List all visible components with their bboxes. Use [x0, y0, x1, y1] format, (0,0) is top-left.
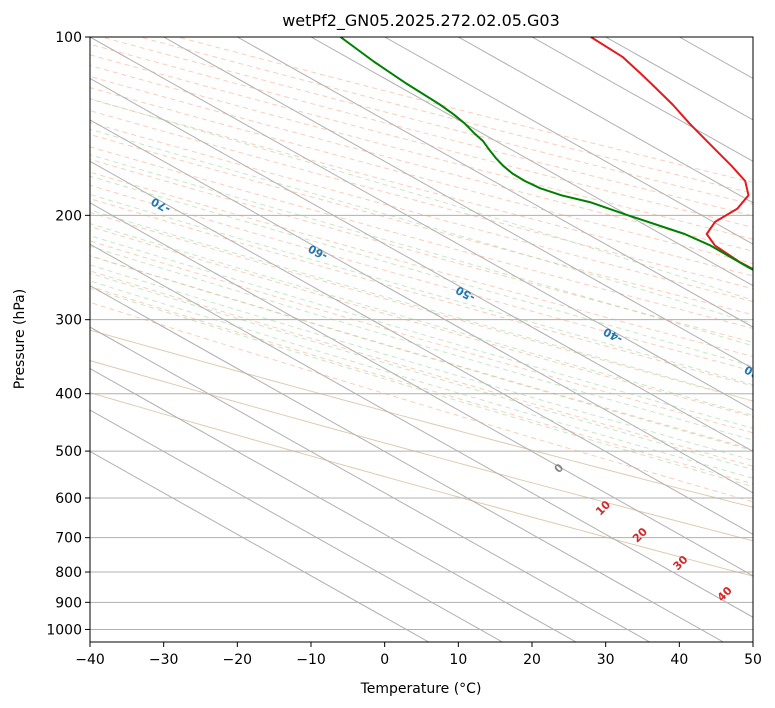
isotherm-line — [90, 37, 753, 411]
isotherm-line — [531, 37, 753, 162]
grid-lines — [90, 37, 753, 642]
isotherm-line — [237, 37, 753, 328]
moist-adiabat — [90, 272, 753, 471]
dry-adiabat — [90, 171, 753, 358]
moist-adiabat — [90, 175, 753, 367]
moist-adiabat — [90, 235, 753, 429]
y-tick-label: 700 — [55, 531, 82, 547]
y-axis-title: Pressure (hPa) — [12, 289, 28, 389]
axes: −40 −30 −20 −10 0 10 20 30 40 50 1000 900 800 700 600 5… — [46, 30, 762, 668]
y-tick-label: 900 — [55, 595, 82, 611]
isotherm-line — [90, 367, 577, 642]
isotherm-line — [90, 243, 753, 618]
temperature-profile-line — [590, 37, 753, 271]
y-tick-label: 800 — [55, 565, 82, 581]
y-tick-label: 500 — [55, 444, 82, 460]
x-tick-label: 10 — [449, 652, 467, 668]
moist-adiabat — [90, 223, 753, 417]
moist-adiabat — [90, 193, 753, 386]
y-tick-label: 400 — [55, 387, 82, 403]
moist-adiabat — [90, 255, 753, 452]
x-axis-title: Temperature (°C) — [360, 681, 482, 697]
dry-adiabat — [90, 211, 753, 402]
isotherm-line — [90, 285, 724, 642]
x-tick-label: −40 — [75, 652, 105, 668]
x-tick-label: 40 — [670, 652, 688, 668]
dry-adiabat — [90, 240, 753, 434]
x-tick-label: 0 — [380, 652, 389, 668]
x-tick-label: −20 — [223, 652, 253, 668]
y-tick-label: 1000 — [46, 622, 82, 638]
chart-title: wetPf2_GN05.2025.272.02.05.G03 — [282, 11, 560, 31]
x-tick-label: −10 — [296, 652, 326, 668]
isotherm-line — [90, 326, 650, 642]
isotherm-label: -30 — [742, 362, 766, 383]
moist-adiabat — [90, 245, 753, 441]
x-tick-label: 20 — [523, 652, 541, 668]
dry-adiabat — [90, 198, 753, 387]
reference-curve — [90, 392, 753, 577]
reference-curve — [90, 329, 753, 508]
y-tick-label: 600 — [55, 491, 82, 507]
isotherm-line — [458, 37, 753, 204]
isotherm-line — [384, 37, 753, 245]
y-tick-label: 200 — [55, 208, 82, 224]
moist-adiabat — [90, 264, 753, 461]
x-tick-label: 30 — [597, 652, 615, 668]
isotherm-line — [310, 37, 753, 287]
isotherm-line — [90, 450, 429, 642]
y-tick-label: 300 — [55, 313, 82, 329]
isotherm-line — [90, 202, 753, 577]
x-tick-label: 50 — [744, 652, 762, 668]
plot-frame — [89, 36, 754, 643]
moist-adiabat — [90, 154, 753, 347]
isotherm-line — [90, 77, 753, 453]
moist-adiabat — [90, 209, 753, 402]
background-lines — [90, 37, 753, 577]
y-tick-label: 100 — [55, 30, 82, 46]
profile-lines — [339, 37, 753, 271]
reference-curve — [90, 360, 753, 542]
dry-adiabat — [90, 121, 753, 303]
isotherm-line — [90, 409, 503, 642]
dewpoint-profile-line — [339, 37, 753, 271]
isotherm-line — [90, 119, 753, 494]
dry-adiabat — [90, 134, 753, 316]
moist-adiabat — [90, 98, 753, 301]
isotherm-line — [90, 160, 753, 535]
x-tick-label: −30 — [149, 652, 179, 668]
isotherm-line — [163, 37, 753, 370]
